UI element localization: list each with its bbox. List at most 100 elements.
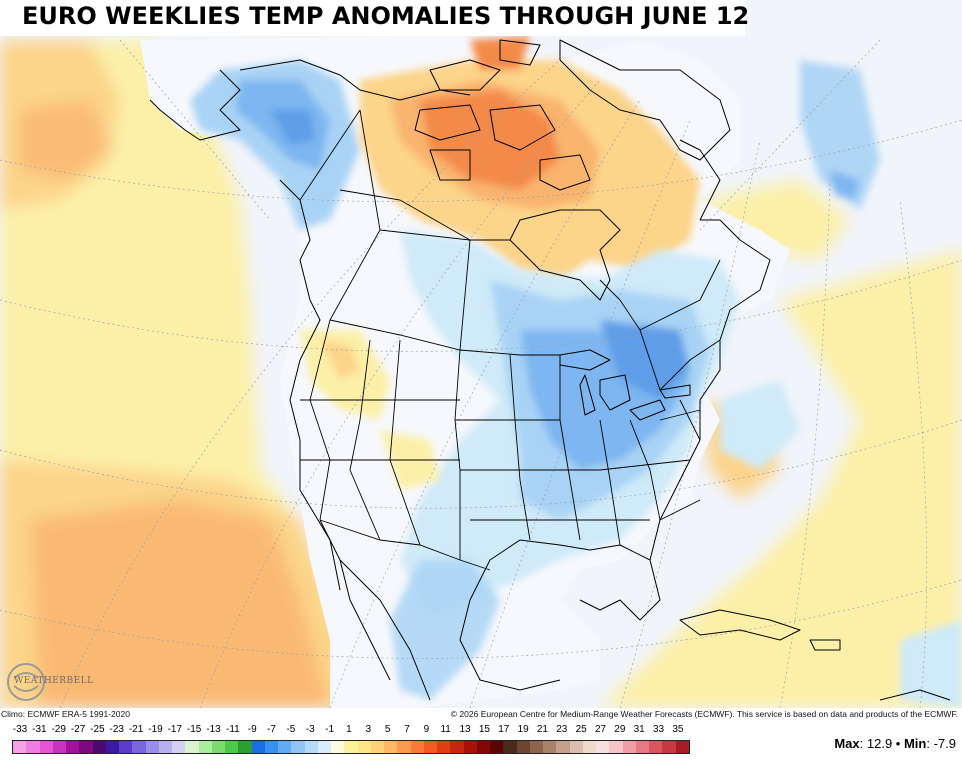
graticule (0, 39, 962, 708)
legend-swatch (516, 741, 530, 753)
north-atlantic-cool-anomaly (720, 60, 962, 708)
legend-tick-label: 33 (652, 724, 665, 735)
legend-swatch (225, 741, 239, 753)
legend-tick-label: -11 (225, 724, 240, 735)
legend-swatch (66, 741, 80, 753)
legend-tick-label: 35 (672, 724, 684, 735)
climatology-note: Climo: ECMWF ERA-5 1991-2020 (1, 709, 130, 719)
legend-swatch (172, 741, 186, 753)
pacific-warm-anomaly (0, 40, 380, 708)
legend-swatch (609, 741, 623, 753)
legend-tick-label: 29 (614, 724, 626, 735)
legend-swatch (238, 741, 252, 753)
legend-tick-label: 5 (384, 724, 391, 735)
legend-swatch (662, 741, 676, 753)
legend-swatch (596, 741, 610, 753)
legend-tick-label: 9 (423, 724, 430, 735)
legend-tick-label: -5 (286, 724, 296, 735)
legend-swatch (490, 741, 504, 753)
min-label: Min (903, 736, 927, 751)
legend-swatch (582, 741, 596, 753)
legend-swatch (198, 741, 212, 753)
legend-labels: -33 -31 -29 -27 -25 -23 -21 -19 -17 -15 -13 -11 -9 -7… (12, 724, 692, 738)
legend-tick-label: 27 (594, 724, 607, 735)
legend-tick-label: 13 (459, 724, 471, 735)
legend-swatch (39, 741, 53, 753)
max-min-readout: Max: 12.9 • Min: -7.9 (834, 736, 956, 751)
legend-swatch (331, 741, 345, 753)
legend-swatch (132, 741, 146, 753)
legend-color-bar (12, 740, 690, 754)
legend-swatch (357, 741, 371, 753)
legend-swatch (278, 741, 292, 753)
political-borders (299, 109, 721, 571)
legend-tick-label: -13 (206, 724, 221, 735)
map-title: EURO WEEKLIES TEMP ANOMALIES THROUGH JUN… (22, 2, 750, 30)
legend-tick-label: -25 (90, 724, 105, 735)
legend-tick-label: 23 (556, 724, 568, 735)
legend-tick-label: 11 (440, 724, 451, 735)
legend-tick-label: 3 (365, 724, 372, 735)
legend-tick-label: -29 (51, 724, 66, 735)
max-value: 12.9 (866, 736, 893, 751)
legend-tick-label: -23 (109, 724, 124, 735)
legend-tick-label: -21 (128, 724, 144, 735)
legend-tick-label: -31 (32, 724, 47, 735)
legend-tick-label: 17 (498, 724, 510, 735)
legend-swatch (13, 741, 27, 753)
legend-tick-label: -3 (305, 724, 315, 735)
legend-tick-label: -15 (186, 724, 202, 735)
legend-swatch (622, 741, 636, 753)
legend-swatch (26, 741, 40, 753)
legend-tick-label: -1 (325, 724, 335, 735)
legend-swatch (52, 741, 66, 753)
legend-swatch (145, 741, 159, 753)
footer-strip (0, 708, 962, 720)
weatherbell-logo (7, 663, 45, 701)
legend-tick-label: 25 (575, 724, 587, 735)
legend-swatch (463, 741, 477, 753)
max-label: Max (834, 736, 860, 751)
legend-tick-label: 21 (536, 724, 548, 735)
legend-tick-label: -17 (167, 724, 183, 735)
legend-swatch (251, 741, 265, 753)
legend-tick-label: -19 (148, 724, 163, 735)
color-legend: -33 -31 -29 -27 -25 -23 -21 -19 -17 -15 -13 -11 -9 -7… (0, 724, 962, 760)
legend-swatch (529, 741, 543, 753)
legend-swatch (344, 741, 358, 753)
legend-tick-label: 1 (346, 724, 352, 735)
legend-tick-label: -9 (247, 724, 257, 735)
legend-swatch (79, 741, 93, 753)
legend-tick-label: 31 (633, 724, 645, 735)
title-box: EURO WEEKLIES TEMP ANOMALIES THROUGH JUN… (0, 0, 749, 36)
legend-swatch (317, 741, 331, 753)
legend-swatch (649, 741, 663, 753)
legend-swatch (304, 741, 318, 753)
legend-swatch (635, 741, 649, 753)
legend-swatch (370, 741, 384, 753)
legend-swatch (185, 741, 199, 753)
legend-swatch (92, 741, 106, 753)
legend-swatch (437, 741, 451, 753)
legend-swatch (211, 741, 225, 753)
legend-tick-label: 15 (478, 724, 490, 735)
legend-swatch (105, 741, 119, 753)
legend-tick-label: 19 (517, 724, 529, 735)
legend-swatch (476, 741, 490, 753)
legend-swatch (384, 741, 398, 753)
legend-tick-label: -27 (70, 724, 86, 735)
ecmwf-credit: © 2026 European Centre for Medium-Range … (450, 709, 958, 719)
legend-swatch (119, 741, 133, 753)
legend-swatch (264, 741, 278, 753)
legend-swatch (158, 741, 172, 753)
legend-swatch (291, 741, 305, 753)
legend-swatch (410, 741, 424, 753)
min-value: -7.9 (933, 736, 956, 751)
legend-tick-label: -33 (12, 724, 28, 735)
alaska-cool-anomaly (190, 60, 360, 230)
legend-tick-label: -7 (267, 724, 276, 735)
legend-swatch (543, 741, 557, 753)
logo-text: WEATHERBELL (14, 676, 94, 686)
legend-swatch (450, 741, 464, 753)
legend-swatch (556, 741, 570, 753)
